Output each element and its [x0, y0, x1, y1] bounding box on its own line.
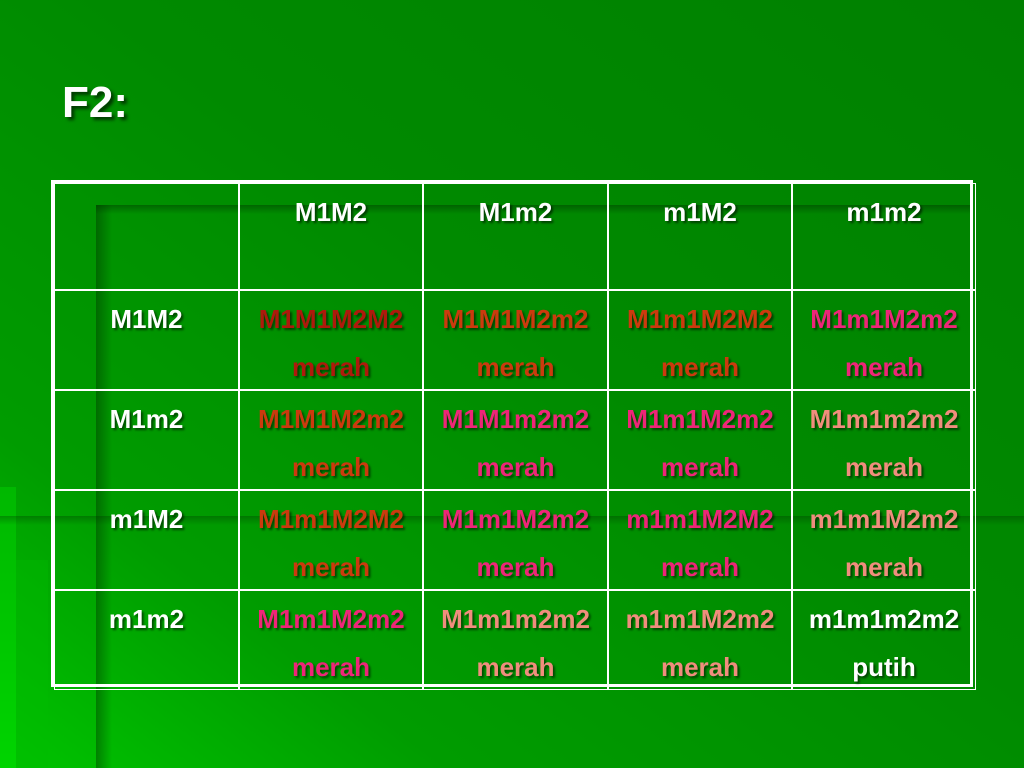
punnett-cell: M1M1M2m2 merah	[423, 290, 608, 390]
genotype: m1m1m2m2	[808, 604, 960, 634]
punnett-cell: m1m1M2m2 merah	[792, 490, 976, 590]
punnett-cell: M1M1m2m2 merah	[423, 390, 608, 490]
phenotype: merah	[291, 452, 371, 482]
slide-title: F2:	[62, 78, 128, 127]
punnett-cell: M1M1M2m2 merah	[239, 390, 423, 490]
punnett-cell: m1m1M2M2 merah	[608, 490, 792, 590]
column-header: M1m2	[423, 183, 608, 290]
genotype: M1m1m2m2	[809, 404, 959, 434]
phenotype: merah	[476, 552, 555, 582]
phenotype: merah	[291, 352, 371, 382]
punnett-cell: M1m1m2m2 merah	[792, 390, 976, 490]
punnett-cell: M1m1M2M2 merah	[239, 490, 423, 590]
column-header: M1M2	[239, 183, 423, 290]
genotype: M1M1M2m2	[258, 404, 404, 434]
genotype: M1m1M2m2	[626, 404, 774, 434]
row-header: m1m2	[54, 590, 239, 690]
punnett-square-table: M1M2 M1m2 m1M2 m1m2 M1M2 M1M1M2M2 merah …	[51, 180, 976, 690]
genotype: m1m1M2m2	[625, 604, 775, 634]
phenotype: merah	[291, 652, 371, 682]
left-lime-accent-bar-inner	[16, 560, 48, 768]
corner-cell	[54, 183, 239, 290]
phenotype: merah	[291, 552, 371, 582]
row-header: M1M2	[54, 290, 239, 390]
punnett-cell: M1m1M2m2 merah	[608, 390, 792, 490]
genotype: m1m1M2m2	[809, 504, 959, 534]
genotype: M1m1M2M2	[258, 504, 404, 534]
phenotype: putih	[852, 652, 916, 682]
genotype: M1M1M2M2	[258, 304, 404, 334]
genotype: m1m1M2M2	[626, 504, 774, 534]
genotype: M1m1M2M2	[627, 304, 773, 334]
phenotype: merah	[660, 452, 740, 482]
phenotype: merah	[660, 552, 740, 582]
phenotype: merah	[844, 552, 924, 582]
punnett-cell: M1m1M2M2 merah	[608, 290, 792, 390]
punnett-cell: M1m1m2m2 merah	[423, 590, 608, 690]
phenotype: merah	[660, 352, 740, 382]
genotype: M1m1M2m2	[441, 504, 590, 534]
left-lime-accent-bar	[0, 487, 16, 768]
column-header: m1M2	[608, 183, 792, 290]
phenotype: merah	[660, 652, 740, 682]
phenotype: merah	[476, 652, 555, 682]
genotype: M1m1m2m2	[441, 604, 590, 634]
phenotype: merah	[476, 352, 555, 382]
phenotype: merah	[844, 352, 924, 382]
punnett-cell: M1m1M2m2 merah	[423, 490, 608, 590]
genotype: M1M1m2m2	[441, 404, 590, 434]
punnett-cell: m1m1m2m2 putih	[792, 590, 976, 690]
punnett-cell: M1M1M2M2 merah	[239, 290, 423, 390]
punnett-cell: M1m1M2m2 merah	[239, 590, 423, 690]
genotype: M1M1M2m2	[442, 304, 589, 334]
phenotype: merah	[844, 452, 924, 482]
column-header: m1m2	[792, 183, 976, 290]
genotype: M1m1M2m2	[257, 604, 405, 634]
punnett-cell: M1m1M2m2 merah	[792, 290, 976, 390]
punnett-cell: m1m1M2m2 merah	[608, 590, 792, 690]
phenotype: merah	[476, 452, 555, 482]
genotype: M1m1M2m2	[810, 304, 958, 334]
row-header: M1m2	[54, 390, 239, 490]
row-header: m1M2	[54, 490, 239, 590]
